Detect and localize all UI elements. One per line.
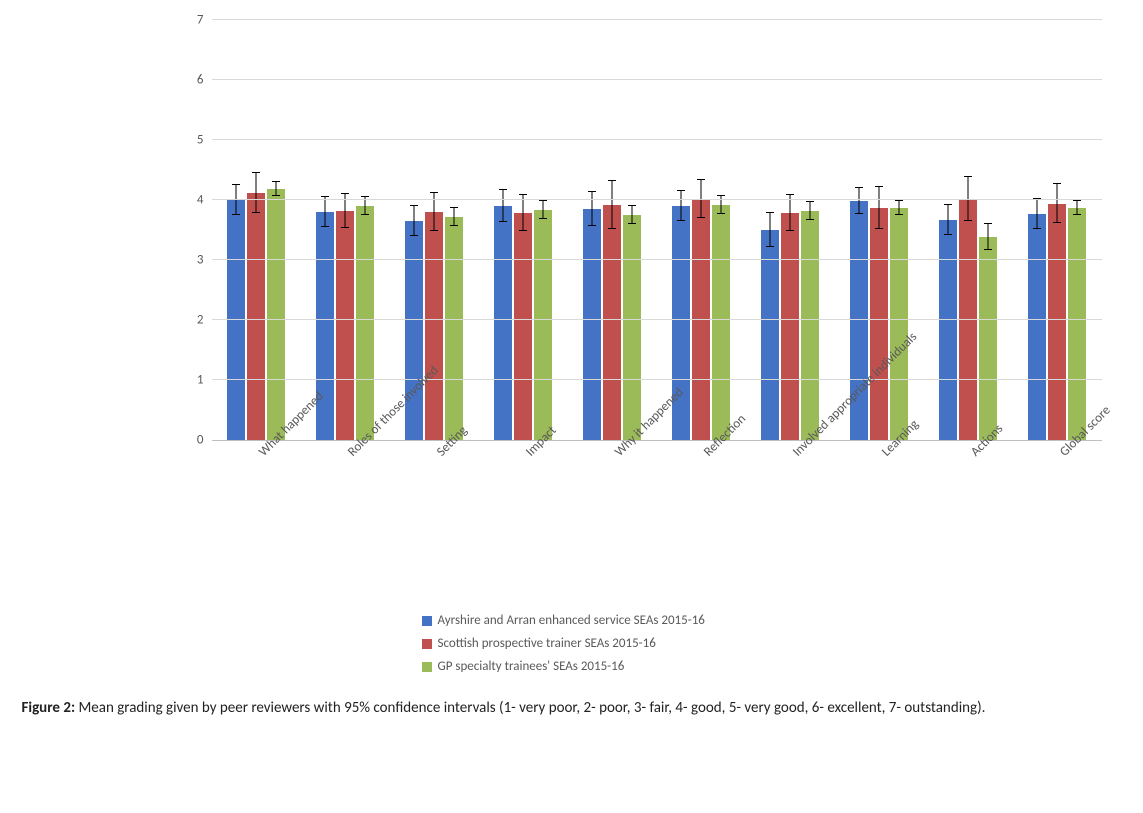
bar-group (479, 206, 568, 440)
legend-item: GP specialty trainees' SEAs 2015-16 (422, 655, 1122, 678)
bar (979, 237, 997, 440)
bar (514, 213, 532, 440)
legend-item: Scottish prospective trainer SEAs 2015-1… (422, 632, 1122, 655)
gridline (212, 379, 1102, 380)
x-tick-label: What happened (212, 441, 301, 601)
bar (1028, 214, 1046, 440)
y-tick-label: 6 (197, 73, 212, 88)
legend-label: GP specialty trainees' SEAs 2015-16 (438, 659, 625, 674)
bar (227, 200, 245, 440)
bar (267, 189, 285, 440)
x-tick-label: Reflection (657, 441, 746, 601)
bar (761, 230, 779, 440)
legend-swatch (422, 616, 432, 626)
bar (1048, 204, 1066, 440)
figure-caption: Figure 2: Mean grading given by peer rev… (22, 698, 1122, 719)
x-tick-label: Learning (835, 441, 924, 601)
gridline (212, 319, 1102, 320)
x-tick-label: Why it happened (568, 441, 657, 601)
bar (356, 206, 374, 440)
y-tick-label: 2 (197, 313, 212, 328)
bar (870, 208, 888, 440)
chart-container: 01234567 What happenedRoles of those inv… (22, 20, 1122, 719)
gridline (212, 259, 1102, 260)
gridline (212, 19, 1102, 20)
bar (623, 215, 641, 440)
legend: Ayrshire and Arran enhanced service SEAs… (422, 609, 1122, 678)
bar (534, 210, 552, 440)
bar (890, 208, 908, 440)
y-tick-label: 0 (197, 433, 212, 448)
plot-area: 01234567 (212, 20, 1102, 441)
x-tick-label: Actions (924, 441, 1013, 601)
y-tick-label: 1 (197, 373, 212, 388)
gridline (212, 139, 1102, 140)
bar (801, 211, 819, 440)
bar (781, 213, 799, 440)
legend-label: Ayrshire and Arran enhanced service SEAs… (438, 613, 705, 628)
bar (603, 205, 621, 440)
bar (494, 206, 512, 440)
x-tick-label: Involved appropriate individuals (746, 441, 835, 601)
bar (939, 220, 957, 440)
y-tick-label: 3 (197, 253, 212, 268)
y-tick-label: 7 (197, 13, 212, 28)
bars-wrap (212, 20, 1102, 440)
y-tick-label: 4 (197, 193, 212, 208)
bar (425, 212, 443, 440)
y-tick-label: 5 (197, 133, 212, 148)
caption-label: Figure 2: (22, 699, 79, 717)
bar (712, 205, 730, 440)
legend-label: Scottish prospective trainer SEAs 2015-1… (438, 636, 656, 651)
bar (336, 211, 354, 440)
bar-group (1013, 204, 1102, 440)
x-tick-label: Roles of those involved (301, 441, 390, 601)
bar-group (568, 205, 657, 440)
x-tick-label: Global score (1013, 441, 1102, 601)
bar-group (212, 189, 301, 440)
x-tick-label: Setting (390, 441, 479, 601)
bar (1068, 208, 1086, 440)
bar-group (746, 211, 835, 440)
x-tick-label: Impact (479, 441, 568, 601)
x-axis-labels: What happenedRoles of those involvedSett… (212, 441, 1102, 601)
bar (247, 193, 265, 440)
gridline (212, 79, 1102, 80)
bar (583, 209, 601, 440)
legend-item: Ayrshire and Arran enhanced service SEAs… (422, 609, 1122, 632)
caption-text: Mean grading given by peer reviewers wit… (78, 699, 985, 717)
legend-swatch (422, 662, 432, 672)
gridline (212, 199, 1102, 200)
bar (445, 217, 463, 440)
legend-swatch (422, 639, 432, 649)
